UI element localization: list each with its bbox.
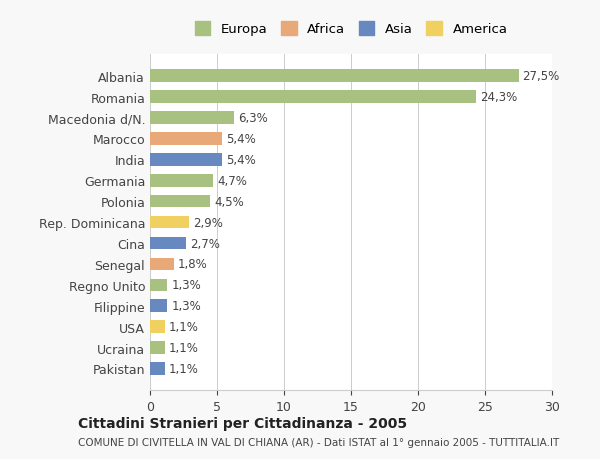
Bar xyxy=(150,216,189,229)
Bar xyxy=(150,258,174,271)
Text: 27,5%: 27,5% xyxy=(523,70,560,83)
Text: Cittadini Stranieri per Cittadinanza - 2005: Cittadini Stranieri per Cittadinanza - 2… xyxy=(78,416,407,430)
Text: 1,8%: 1,8% xyxy=(178,258,208,271)
Text: 5,4%: 5,4% xyxy=(226,133,256,146)
Text: 1,3%: 1,3% xyxy=(172,279,201,291)
Text: 4,5%: 4,5% xyxy=(214,195,244,208)
Text: 5,4%: 5,4% xyxy=(226,154,256,167)
Text: 1,1%: 1,1% xyxy=(169,320,199,333)
Bar xyxy=(150,112,235,124)
Bar xyxy=(150,91,476,104)
Text: 4,7%: 4,7% xyxy=(217,174,247,187)
Bar xyxy=(150,341,165,354)
Bar xyxy=(150,237,186,250)
Text: 2,9%: 2,9% xyxy=(193,216,223,229)
Legend: Europa, Africa, Asia, America: Europa, Africa, Asia, America xyxy=(191,18,511,40)
Bar xyxy=(150,300,167,312)
Text: 1,3%: 1,3% xyxy=(172,300,201,313)
Bar xyxy=(150,363,165,375)
Text: COMUNE DI CIVITELLA IN VAL DI CHIANA (AR) - Dati ISTAT al 1° gennaio 2005 - TUTT: COMUNE DI CIVITELLA IN VAL DI CHIANA (AR… xyxy=(78,437,559,447)
Bar xyxy=(150,321,165,333)
Bar xyxy=(150,133,223,146)
Bar xyxy=(150,279,167,291)
Text: 24,3%: 24,3% xyxy=(479,91,517,104)
Bar xyxy=(150,70,518,83)
Text: 1,1%: 1,1% xyxy=(169,341,199,354)
Text: 1,1%: 1,1% xyxy=(169,362,199,375)
Bar xyxy=(150,174,213,187)
Bar xyxy=(150,196,211,208)
Bar xyxy=(150,154,223,166)
Text: 2,7%: 2,7% xyxy=(190,237,220,250)
Text: 6,3%: 6,3% xyxy=(238,112,268,125)
